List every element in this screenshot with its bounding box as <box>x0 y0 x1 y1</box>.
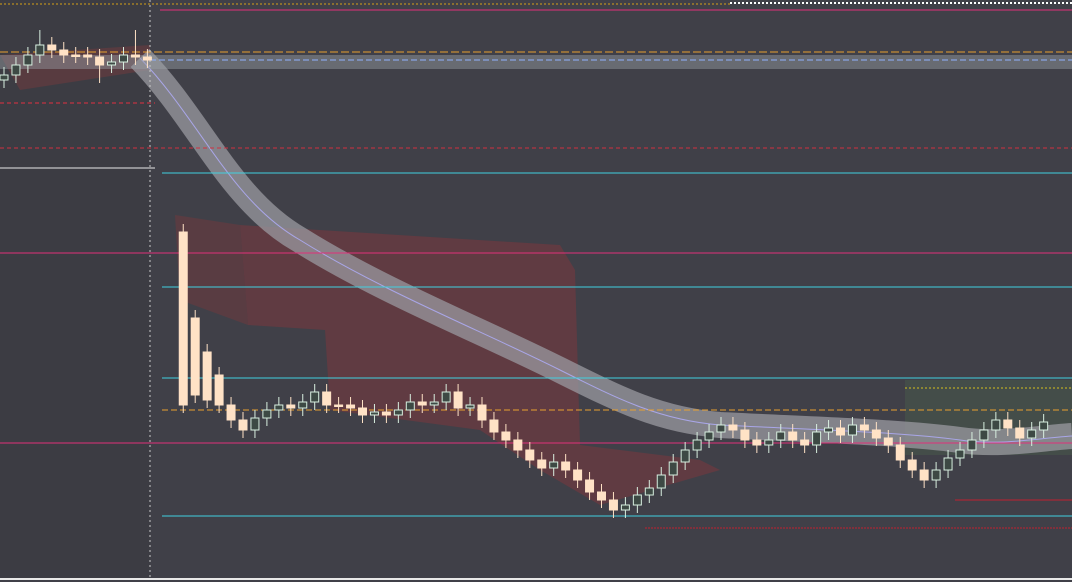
candle-body <box>71 54 81 57</box>
candle-body <box>800 439 810 446</box>
candle-body <box>381 411 391 416</box>
candle-body <box>716 424 726 433</box>
candle-body <box>728 424 738 431</box>
candle-body <box>322 391 332 406</box>
candle-body <box>310 391 320 403</box>
candle-body <box>692 439 702 451</box>
candle-body <box>0 74 9 81</box>
candle-body <box>298 401 308 409</box>
candle-body <box>214 374 224 406</box>
candle-body <box>47 44 57 51</box>
candle-body <box>83 54 93 58</box>
candle-body <box>417 401 427 406</box>
candle-body <box>226 404 236 421</box>
zone <box>0 45 150 90</box>
candle-body <box>620 504 630 511</box>
candle-body <box>95 56 105 66</box>
candle-body <box>35 44 45 56</box>
candle-body <box>812 431 822 446</box>
candle-body <box>907 459 917 471</box>
candle-body <box>238 419 248 431</box>
candle-body <box>358 407 367 416</box>
candle-body <box>644 487 654 496</box>
candle-body <box>859 424 869 431</box>
zone <box>175 215 248 325</box>
candle-body <box>190 317 200 396</box>
candle-body <box>788 431 798 441</box>
candle-body <box>130 54 140 58</box>
pane-shade <box>0 0 150 580</box>
candle-body <box>369 411 379 416</box>
candle-body <box>59 49 69 56</box>
candle-body <box>597 491 606 501</box>
candle-body <box>525 449 535 461</box>
candle-body <box>142 56 152 61</box>
candle-body <box>991 419 1001 431</box>
candle-body <box>943 457 953 471</box>
candle-body <box>680 449 690 463</box>
candle-body <box>608 499 618 511</box>
candle-body <box>776 431 786 441</box>
candle-body <box>107 61 117 66</box>
candle-body <box>847 424 857 436</box>
candle-body <box>178 231 188 406</box>
candle-body <box>489 419 499 433</box>
candle-body <box>824 427 834 433</box>
candle-body <box>668 461 678 476</box>
candle-body <box>573 469 583 481</box>
candle-body <box>740 429 750 441</box>
candle-body <box>931 469 941 481</box>
candle-body <box>561 461 571 471</box>
candle-body <box>465 404 475 409</box>
candle-body <box>23 54 33 66</box>
candle-body <box>405 401 415 411</box>
candle-body <box>955 449 965 459</box>
candle-body <box>429 401 439 406</box>
ma-line <box>139 57 1072 443</box>
candle-body <box>632 494 642 506</box>
candle-body <box>477 404 487 421</box>
candle-body <box>764 439 774 446</box>
candle-body <box>895 444 905 461</box>
candle-body <box>334 404 344 407</box>
candle-body <box>286 404 296 409</box>
candle-body <box>250 417 260 431</box>
candle-body <box>262 409 272 419</box>
candle-body <box>967 439 977 451</box>
candle-body <box>871 429 881 439</box>
candle-body <box>453 391 463 409</box>
candle-body <box>1027 429 1037 439</box>
candle-body <box>11 64 21 76</box>
zone <box>240 225 720 505</box>
candle-body <box>752 439 762 446</box>
candle-body <box>393 409 403 416</box>
candle-body <box>1039 421 1049 431</box>
candle-body <box>441 391 451 403</box>
candle-body <box>501 431 511 441</box>
candle-body <box>704 431 714 441</box>
candle-body <box>346 404 356 409</box>
candle-body <box>537 459 547 469</box>
candle-body <box>836 427 845 436</box>
candle-body <box>1015 427 1025 439</box>
candle-body <box>919 469 929 481</box>
candles <box>0 30 1049 518</box>
candle-body <box>119 54 128 63</box>
candle-body <box>274 404 284 411</box>
candle-body <box>979 429 989 441</box>
candle-body <box>202 351 212 401</box>
candle-body <box>656 474 666 489</box>
candle-body <box>549 461 559 469</box>
candle-body <box>1003 419 1013 429</box>
candle-body <box>585 479 595 493</box>
candle-body <box>513 439 523 451</box>
candle-body <box>883 437 893 446</box>
